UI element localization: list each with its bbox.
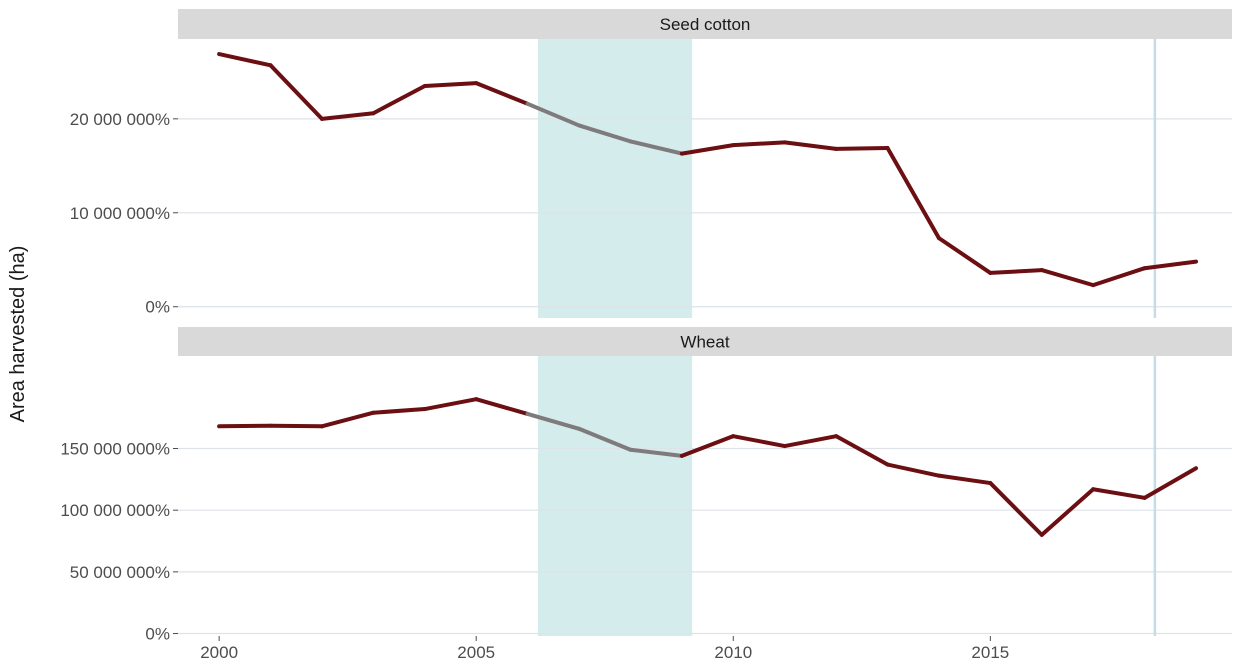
- line-segment: [1039, 487, 1096, 537]
- line-segment-interpolated: [525, 101, 582, 128]
- x-tick-label: 2010: [714, 643, 752, 662]
- line-segment: [422, 397, 479, 412]
- line-segment: [1039, 268, 1096, 288]
- line-segment: [885, 462, 941, 478]
- line-segment: [1142, 259, 1199, 271]
- line-segment-interpolated: [577, 426, 633, 452]
- highlight-band: [537, 356, 693, 636]
- line-segment: [217, 423, 273, 429]
- facet-strip-label: Seed cotton: [660, 15, 751, 34]
- line-segment: [988, 268, 1044, 275]
- line-segment: [936, 473, 993, 486]
- line-segment: [988, 481, 1044, 537]
- y-tick-label: 20 000 000%: [70, 110, 170, 129]
- line-segment: [474, 81, 530, 106]
- line-segment: [371, 83, 427, 116]
- line-segment: [679, 434, 736, 458]
- line-segment: [268, 423, 324, 429]
- line-segment: [782, 140, 839, 151]
- line-segment: [1142, 466, 1199, 500]
- y-tick-label: 0%: [145, 298, 170, 317]
- line-segment: [1091, 266, 1147, 288]
- y-tick-label: 100 000 000%: [60, 501, 170, 520]
- x-tick-label: 2015: [971, 643, 1009, 662]
- y-tick-label: 0%: [145, 625, 170, 644]
- line-segment-interpolated: [628, 447, 684, 458]
- y-axis-title: Area harvested (ha): [7, 246, 29, 423]
- panel-seed-cotton: Seed cotton 0% 10 000 000% 20 000 000%: [70, 9, 1232, 318]
- line-segment: [422, 81, 479, 88]
- line-segment: [319, 111, 376, 121]
- facet-strip: [178, 327, 1232, 356]
- line-segment: [782, 434, 839, 449]
- highlight-band: [537, 39, 693, 318]
- line-segment-interpolated: [628, 139, 684, 156]
- line-segment: [268, 63, 324, 121]
- y-tick-label: 50 000 000%: [70, 563, 170, 582]
- plot-area: Seed cotton 0% 10 000 000% 20 000 000% Wheat…: [60, 9, 1232, 662]
- x-tick-label: 2000: [200, 643, 238, 662]
- y-tick-label: 10 000 000%: [70, 204, 170, 223]
- line-segment: [1091, 487, 1147, 500]
- line-segment: [885, 145, 941, 241]
- facet-strip: [178, 9, 1232, 39]
- line-segment: [217, 52, 273, 68]
- x-axis: 2000 2005 2010 2015: [200, 636, 1009, 662]
- y-tick-label: 150 000 000%: [60, 440, 170, 459]
- line-segment: [371, 407, 427, 415]
- panel-wheat: Wheat 0% 50 000 000% 100 000 000% 150 000 00…: [60, 327, 1232, 644]
- line-segment: [679, 143, 736, 156]
- line-segment: [834, 434, 890, 467]
- x-tick-label: 2005: [457, 643, 495, 662]
- line-segment: [731, 434, 787, 449]
- line-segment-interpolated: [577, 123, 633, 144]
- line-segment-interpolated: [525, 411, 582, 431]
- facet-strip-label: Wheat: [680, 333, 729, 352]
- line-segment: [319, 410, 376, 429]
- line-segment: [731, 140, 787, 148]
- line-segment: [474, 397, 530, 416]
- line-segment: [936, 236, 993, 275]
- line-segment: [834, 145, 890, 151]
